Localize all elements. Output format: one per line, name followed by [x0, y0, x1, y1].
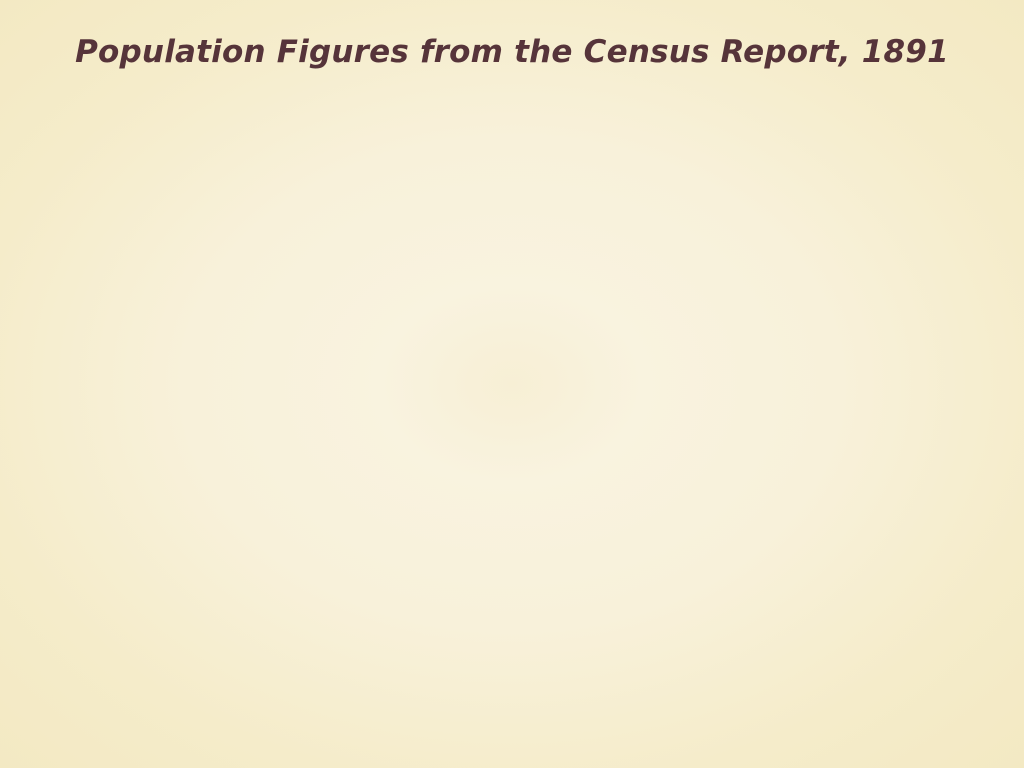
slide-body: [40, 100, 984, 740]
slide-title: Population Figures from the Census Repor…: [75, 34, 949, 70]
